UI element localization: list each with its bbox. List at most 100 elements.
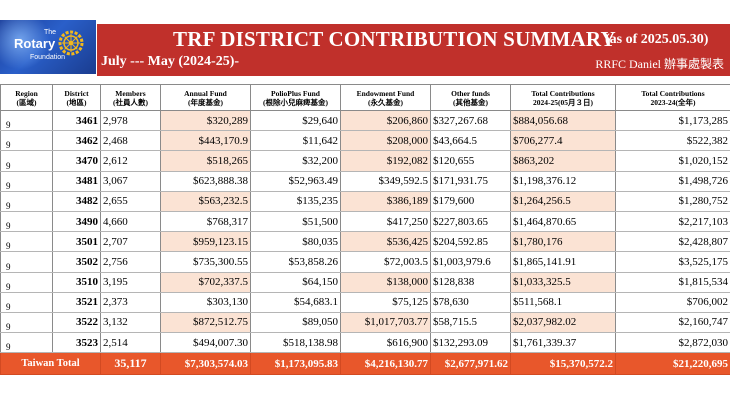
- cell-annual-fund: $443,170.9: [160, 130, 251, 152]
- cell-polio-fund: $11,642: [250, 130, 341, 152]
- logo-text-the: The: [44, 29, 57, 36]
- cell-total-2024-25: $706,277.4: [510, 130, 616, 152]
- cell-total-2024-25: $1,464,870.65: [510, 211, 616, 233]
- cell-total-2023-24: $706,002: [615, 292, 730, 313]
- rotary-foundation-logo: The Rotary Foundation: [0, 20, 96, 74]
- cell-total-2023-24: $1,020,152: [615, 150, 730, 172]
- cell-total-2024-25: $511,568.1: [510, 292, 616, 313]
- cell-polio-fund: $51,500: [250, 211, 341, 233]
- cell-members: 2,514: [100, 332, 161, 354]
- cell-district: 3470: [52, 150, 101, 172]
- cell-polio-fund: $32,200: [250, 150, 341, 172]
- cell-polio-fund: $89,050: [250, 312, 341, 334]
- logo-text-foundation: Foundation: [30, 54, 66, 61]
- cell-other-funds: $227,803.65: [430, 211, 511, 233]
- cell-region: 9: [0, 332, 53, 354]
- cell-total-2024-25: $1,033,325.5: [510, 272, 616, 293]
- cell-region: 9: [0, 130, 53, 152]
- total-endowment: $4,216,130.77: [340, 352, 431, 376]
- cell-district: 3501: [52, 231, 101, 253]
- cell-members: 2,655: [100, 191, 161, 212]
- cell-region: 9: [0, 312, 53, 334]
- cell-polio-fund: $80,035: [250, 231, 341, 253]
- table-row: 9 3522 3,132 $872,512.75 $89,050 $1,017,703.7…: [0, 312, 730, 334]
- cell-endowment-fund: $75,125: [340, 292, 431, 313]
- cell-district: 3481: [52, 171, 101, 192]
- table-row: 9 3490 4,660 $768,317 $51,500 $417,250 $227,80…: [0, 211, 730, 233]
- cell-other-funds: $132,293.09: [430, 332, 511, 354]
- author-label: RRFC Daniel 辦事處製表: [595, 57, 724, 71]
- as-of-date: (as of 2025.05.30): [605, 32, 709, 47]
- cell-annual-fund: $702,337.5: [160, 272, 251, 293]
- cell-annual-fund: $872,512.75: [160, 312, 251, 334]
- cell-members: 3,067: [100, 171, 161, 192]
- cell-other-funds: $327,267.68: [430, 110, 511, 132]
- cell-annual-fund: $563,232.5: [160, 191, 251, 212]
- cell-region: 9: [0, 150, 53, 172]
- cell-region: 9: [0, 171, 53, 192]
- cell-total-2023-24: $3,525,175: [615, 251, 730, 273]
- cell-other-funds: $58,715.5: [430, 312, 511, 334]
- cell-region: 9: [0, 211, 53, 233]
- cell-endowment-fund: $208,000: [340, 130, 431, 152]
- cell-region: 9: [0, 272, 53, 293]
- cell-endowment-fund: $616,900: [340, 332, 431, 354]
- cell-annual-fund: $768,317: [160, 211, 251, 233]
- table-row: 9 3482 2,655 $563,232.5 $135,235 $386,189 $179…: [0, 191, 730, 212]
- cell-endowment-fund: $1,017,703.77: [340, 312, 431, 334]
- cell-members: 2,756: [100, 251, 161, 273]
- col-header-total-2024-25: Total Contributions 2024-25(05月３日): [510, 84, 616, 111]
- cell-district: 3522: [52, 312, 101, 334]
- title-banner: TRF DISTRICT CONTRIBUTION SUMMARY (as of…: [97, 24, 730, 76]
- cell-total-2024-25: $2,037,982.02: [510, 312, 616, 334]
- table-row: 9 3502 2,756 $735,300.55 $53,858.26 $72,003.5…: [0, 251, 730, 273]
- cell-annual-fund: $623,888.38: [160, 171, 251, 192]
- cell-total-2023-24: $2,160,747: [615, 312, 730, 334]
- cell-annual-fund: $320,289: [160, 110, 251, 132]
- cell-endowment-fund: $206,860: [340, 110, 431, 132]
- col-header-total-2023-24: Total Contributions 2023-24(全年): [615, 84, 730, 111]
- cell-other-funds: $120,655: [430, 150, 511, 172]
- total-2023-24: $21,220,695: [615, 352, 730, 376]
- col-header-polioplus-fund: PolioPlus Fund (根除小兒麻痺基金): [250, 84, 341, 111]
- cell-other-funds: $78,630: [430, 292, 511, 313]
- cell-members: 3,195: [100, 272, 161, 293]
- contribution-table: Region (區域) District (地區) Members (社員人數) An…: [0, 84, 730, 376]
- cell-other-funds: $204,592.85: [430, 231, 511, 253]
- cell-endowment-fund: $386,189: [340, 191, 431, 212]
- cell-total-2023-24: $2,872,030: [615, 332, 730, 354]
- cell-endowment-fund: $417,250: [340, 211, 431, 233]
- table-row: 9 3501 2,707 $959,123.15 $80,035 $536,425 $204…: [0, 231, 730, 253]
- cell-members: 2,468: [100, 130, 161, 152]
- col-header-annual-fund: Annual Fund (年度基金): [160, 84, 251, 111]
- cell-polio-fund: $135,235: [250, 191, 341, 212]
- col-header-endowment-fund: Endowment Fund (永久基金): [340, 84, 431, 111]
- rotary-wheel-icon: [58, 30, 84, 56]
- cell-annual-fund: $494,007.30: [160, 332, 251, 354]
- total-row: Taiwan Total 35,117 $7,303,574.03 $1,173…: [0, 352, 730, 376]
- table-row: 9 3523 2,514 $494,007.30 $518,138.98 $616,900…: [0, 332, 730, 354]
- cell-total-2024-25: $1,198,376.12: [510, 171, 616, 192]
- cell-district: 3490: [52, 211, 101, 233]
- cell-members: 2,978: [100, 110, 161, 132]
- table-row: 9 3481 3,067 $623,888.38 $52,963.49 $349,592.…: [0, 171, 730, 192]
- col-header-members: Members (社員人數): [100, 84, 161, 111]
- table-header-row: Region (區域) District (地區) Members (社員人數) An…: [0, 84, 730, 111]
- cell-total-2023-24: $1,173,285: [615, 110, 730, 132]
- cell-polio-fund: $54,683.1: [250, 292, 341, 313]
- logo-text-rotary: Rotary: [14, 36, 56, 51]
- cell-members: 4,660: [100, 211, 161, 233]
- cell-district: 3523: [52, 332, 101, 354]
- cell-members: 2,373: [100, 292, 161, 313]
- cell-polio-fund: $64,150: [250, 272, 341, 293]
- cell-district: 3461: [52, 110, 101, 132]
- cell-total-2024-25: $1,761,339.37: [510, 332, 616, 354]
- cell-members: 2,612: [100, 150, 161, 172]
- cell-district: 3502: [52, 251, 101, 273]
- total-other: $2,677,971.62: [430, 352, 511, 376]
- cell-total-2023-24: $1,280,752: [615, 191, 730, 212]
- cell-region: 9: [0, 191, 53, 212]
- table-row: 9 3462 2,468 $443,170.9 $11,642 $208,000 $43,6…: [0, 130, 730, 152]
- cell-district: 3521: [52, 292, 101, 313]
- cell-polio-fund: $53,858.26: [250, 251, 341, 273]
